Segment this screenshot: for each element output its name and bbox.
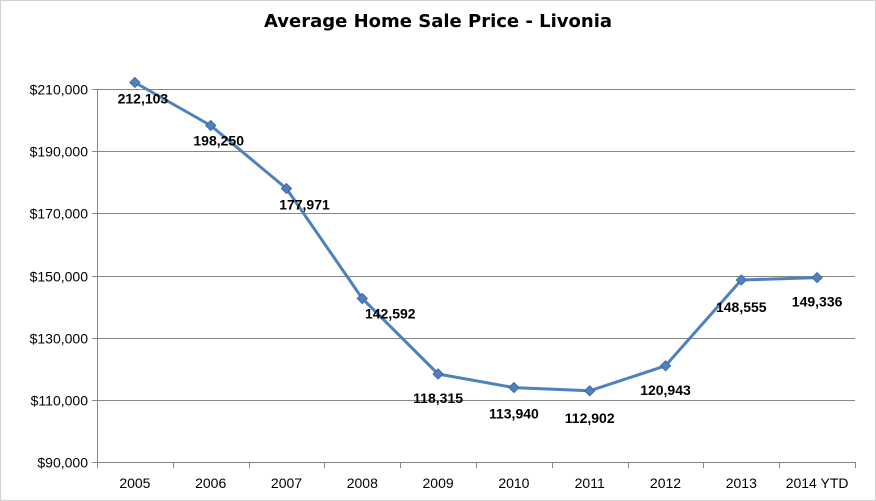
chart-title: Average Home Sale Price - Livonia bbox=[263, 11, 613, 32]
data-point-2013 bbox=[735, 274, 748, 286]
y-tick-label: $150,000 bbox=[30, 269, 89, 285]
data-point-2012 bbox=[659, 360, 672, 372]
series-line-group bbox=[134, 81, 818, 393]
x-tick-label: 2008 bbox=[347, 475, 378, 491]
data-label-2007: 177,971 bbox=[279, 197, 330, 213]
data-label-2013: 148,555 bbox=[716, 299, 767, 315]
data-labels: 212,103 198,250 177,971 142,592 118,315 113,9… bbox=[118, 90, 843, 425]
y-tick-label: $90,000 bbox=[37, 455, 88, 471]
x-tick-label: 2012 bbox=[650, 475, 681, 491]
data-point-2006 bbox=[204, 119, 217, 132]
series-line bbox=[134, 81, 818, 393]
data-label-2005: 212,103 bbox=[118, 90, 169, 106]
y-tick-label: $190,000 bbox=[30, 144, 89, 160]
data-label-2008: 142,592 bbox=[365, 306, 416, 322]
data-point-2011 bbox=[583, 385, 596, 397]
data-point-2010 bbox=[508, 381, 520, 394]
series-markers bbox=[129, 76, 823, 397]
data-label-2006: 198,250 bbox=[193, 133, 244, 149]
x-axis-tick-labels: 2005 2006 2007 2008 2009 2010 2011 2012 2013 2014… bbox=[119, 475, 848, 491]
x-tick-label: 2010 bbox=[498, 475, 529, 491]
y-tick-label: $170,000 bbox=[30, 206, 89, 222]
data-point-2014-ytd bbox=[811, 271, 823, 284]
y-axis-tick-labels: $90,000 $110,000 $130,000 $150,000 $170,000 $… bbox=[30, 82, 89, 471]
data-label-2014-ytd: 149,336 bbox=[792, 294, 843, 310]
y-tick-label: $210,000 bbox=[30, 82, 89, 98]
x-tick-label: 2007 bbox=[271, 475, 302, 491]
x-tick-label: 2013 bbox=[726, 475, 757, 491]
data-point-2007 bbox=[280, 182, 293, 195]
data-point-2009 bbox=[432, 368, 444, 380]
data-label-2009: 118,315 bbox=[413, 390, 463, 406]
x-tick-label: 2006 bbox=[195, 475, 226, 491]
data-point-2008 bbox=[356, 292, 369, 305]
y-tick-label: $110,000 bbox=[31, 393, 89, 409]
y-tick-label: $130,000 bbox=[30, 331, 89, 347]
data-label-2011: 112,902 bbox=[565, 410, 615, 426]
axes bbox=[92, 89, 856, 468]
data-label-2012: 120,943 bbox=[640, 382, 691, 398]
data-point-2005 bbox=[129, 76, 141, 89]
x-tick-label: 2014 YTD bbox=[786, 475, 849, 491]
x-tick-label: 2009 bbox=[423, 475, 454, 491]
x-tick-label: 2005 bbox=[119, 475, 150, 491]
data-label-2010: 113,940 bbox=[489, 406, 539, 422]
x-tick-label: 2011 bbox=[575, 475, 605, 491]
gridlines bbox=[97, 89, 855, 463]
